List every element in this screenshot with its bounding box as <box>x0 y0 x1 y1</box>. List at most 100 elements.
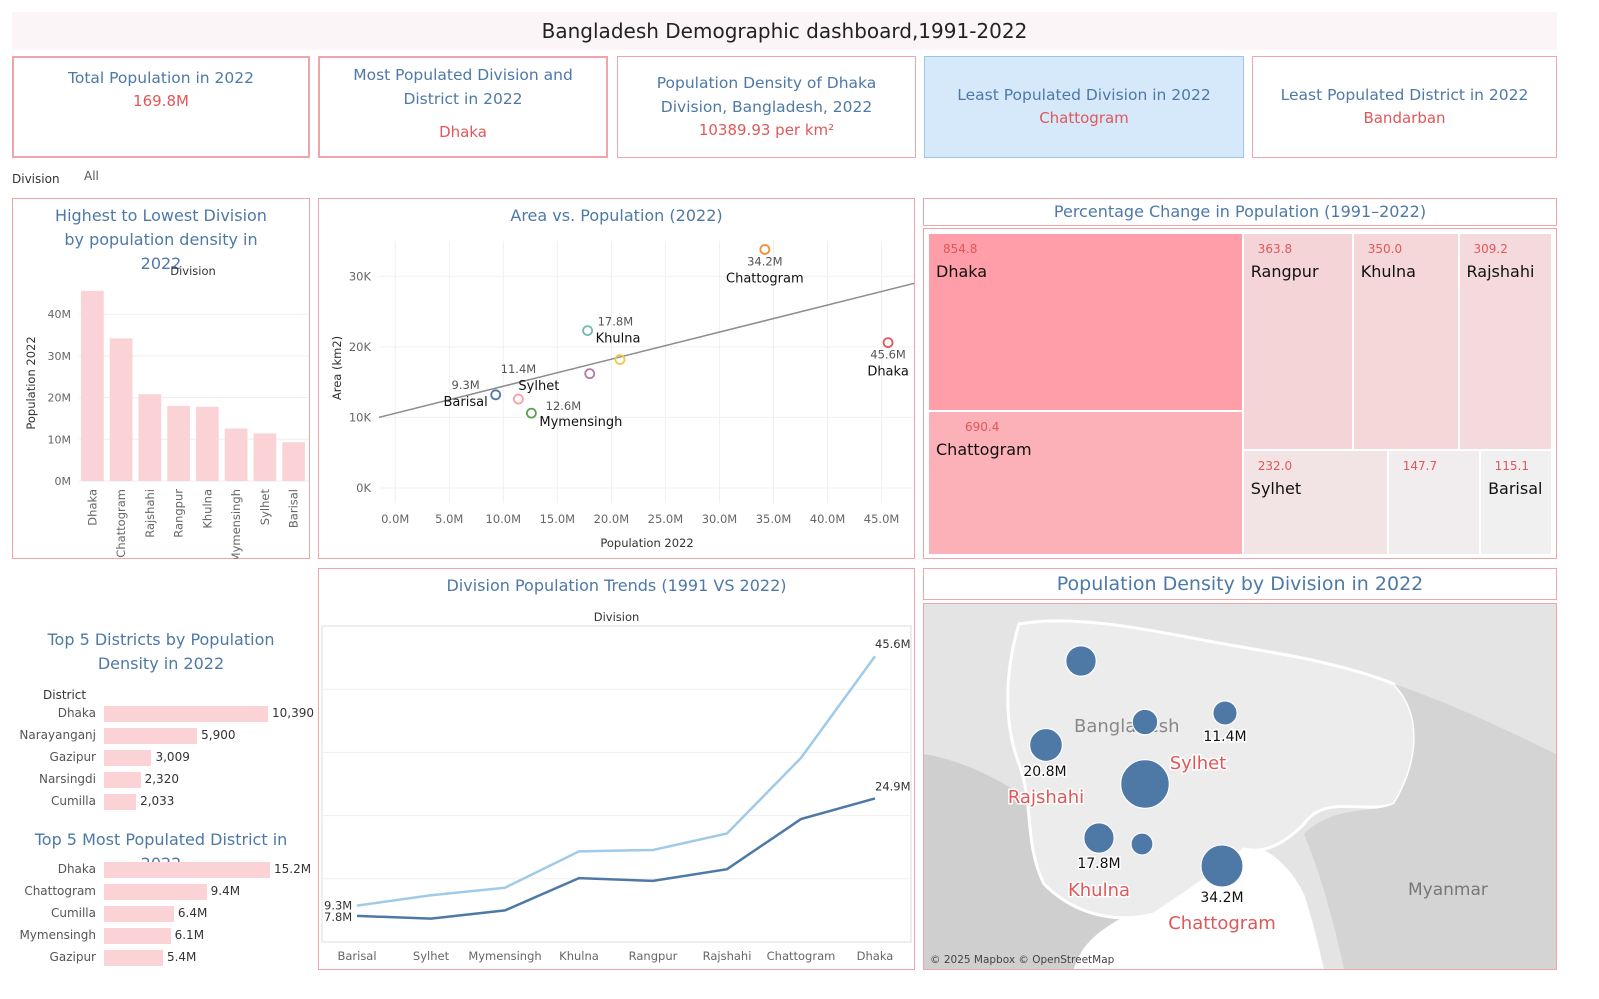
bar-value-label: 10,390 <box>272 706 314 720</box>
kpi-title: Least Populated Division in 2022 <box>957 86 1211 104</box>
bar-category-label: Mymensingh <box>19 928 96 942</box>
y-tick-label: 0M <box>55 475 72 488</box>
myanmar-landmass <box>1304 684 1556 969</box>
x-tick-label: Chattogram <box>767 949 836 963</box>
population-trends-chart: Barisal Sylhet Mymensingh Khulna Rangpur Rajs… <box>321 625 912 963</box>
bar-value-label: 6.1M <box>174 928 205 942</box>
treemap-label: Dhaka <box>936 262 988 281</box>
division-filter-value[interactable]: All <box>84 169 99 183</box>
map-panel[interactable]: Bangladesh Myanmar 11.4M Sylhet 20.8M Rajshah… <box>923 603 1557 970</box>
treemap-value: 232.0 <box>1257 459 1293 474</box>
treemap-value: 115.1 <box>1494 459 1529 474</box>
bar[interactable] <box>104 928 171 944</box>
bar[interactable] <box>104 772 141 788</box>
map-country-label: Myanmar <box>1408 880 1488 900</box>
treemap-cell[interactable]: 350.0 Khulna <box>1352 233 1459 451</box>
x-tick-label: Rajshahi <box>703 949 752 963</box>
bar-value-label: 2,320 <box>144 772 179 786</box>
x-tick-label: Rajshahi <box>143 489 157 538</box>
bar[interactable] <box>104 750 152 766</box>
treemap-value: 350.0 <box>1367 242 1403 256</box>
treemap-cell[interactable]: 363.8 Rangpur <box>1242 233 1353 451</box>
bar-category-label: Cumilla <box>50 906 96 920</box>
bar[interactable] <box>104 906 174 922</box>
x-tick-label: Mymensingh <box>468 949 541 963</box>
x-tick-label: Mymensingh <box>229 489 243 559</box>
point-value-label: 45.6M <box>870 348 906 362</box>
bar-row: Cumilla 2,033 <box>12 791 312 813</box>
map-bubble <box>1028 727 1064 763</box>
bar[interactable] <box>104 950 163 966</box>
series-start-label: 7.8M <box>324 910 352 924</box>
y-tick-label: 10M <box>48 433 72 446</box>
kpi-value: Dhaka <box>439 123 487 141</box>
kpi-title: Total Population in 2022 <box>68 69 254 87</box>
district-density-section: Top 5 Districts by Population Density in… <box>12 628 314 818</box>
scatter-point <box>759 244 771 255</box>
kpi-most-populated[interactable]: Most Populated Division and District in … <box>318 56 608 158</box>
bar-category-label: Cumilla <box>50 794 96 808</box>
line-header: Division <box>593 610 640 624</box>
scatter-point <box>490 389 502 401</box>
kpi-value: Chattogram <box>1039 109 1129 127</box>
bar[interactable] <box>104 884 207 900</box>
bar[interactable] <box>104 794 137 810</box>
title-bar: Bangladesh Demographic dashboard,1991-20… <box>12 12 1557 50</box>
bar[interactable] <box>104 728 198 744</box>
point-value-label: 12.6M <box>546 399 582 413</box>
x-tick-label: 40.0M <box>810 512 846 526</box>
y-axis-label: Population 2022 <box>24 336 38 429</box>
dashboard-title: Bangladesh Demographic dashboard,1991-20… <box>541 19 1028 43</box>
x-tick-label: 45.0M <box>864 512 900 526</box>
point-name-label: Chattogram <box>726 271 804 286</box>
map-bubble <box>1200 844 1244 888</box>
x-tick-label: Khulna <box>559 949 599 963</box>
bar-row: Mymensingh 6.1M <box>12 925 312 947</box>
map-bubble <box>1212 700 1238 726</box>
map-bubble <box>1065 645 1097 677</box>
treemap-cell[interactable]: 115.1 Barisal <box>1480 450 1552 555</box>
bar-row: Narayanganj 5,900 <box>12 725 312 747</box>
bar-value-label: 3,009 <box>155 750 190 764</box>
treemap-cell[interactable]: 854.8 Dhaka <box>928 233 1243 412</box>
scatter-title: Area vs. Population (2022) <box>510 206 723 225</box>
kpi-total-population[interactable]: Total Population in 2022 169.8M <box>12 56 310 158</box>
x-tick-label: 10.0M <box>486 512 522 526</box>
treemap-title: Percentage Change in Population (1991–20… <box>1053 202 1427 221</box>
kpi-least-populated-district[interactable]: Least Populated District in 2022 Bandarb… <box>1252 56 1557 158</box>
point-name-label: Mymensingh <box>539 415 622 430</box>
bar-category-label: Dhaka <box>57 706 96 720</box>
bar-row: Gazipur 3,009 <box>12 747 312 769</box>
point-name-label: Dhaka <box>867 365 908 380</box>
kpi-dhaka-density[interactable]: Population Density of Dhaka Division, Ba… <box>617 56 916 158</box>
scatter-point <box>525 407 537 419</box>
scatter-point <box>614 354 626 365</box>
treemap-cell[interactable]: 309.2 Rajshahi <box>1458 233 1552 451</box>
scatter-panel: Area vs. Population (2022) 0.0M 5.0M 10.0M… <box>318 198 915 559</box>
treemap-value: 309.2 <box>1473 242 1508 256</box>
kpi-least-populated-division[interactable]: Least Populated Division in 2022 Chattog… <box>924 56 1244 158</box>
bubble-value-label: 17.8M <box>1077 856 1120 872</box>
scatter-point <box>513 393 524 405</box>
y-tick-label: 30K <box>349 269 372 283</box>
district-density-bars: Dhaka 10,390 Narayanganj 5,900 Gazipur 3,009 N… <box>12 703 314 815</box>
treemap-cell[interactable]: 232.0 Sylhet <box>1242 450 1388 555</box>
x-tick-label: Barisal <box>337 949 376 963</box>
y-tick-label: 40M <box>48 308 72 321</box>
bar[interactable] <box>104 862 270 878</box>
density-map[interactable]: Bangladesh Myanmar 11.4M Sylhet 20.8M Rajshah… <box>924 604 1556 969</box>
treemap-cell[interactable]: 690.4 Chattogram <box>928 411 1243 555</box>
bubble-name-label: Sylhet <box>1170 753 1227 774</box>
y-tick-label: 20M <box>48 392 72 405</box>
bay-of-bengal <box>1074 843 1324 969</box>
bar[interactable] <box>104 706 268 722</box>
bar <box>253 433 277 481</box>
point-value-label: 17.8M <box>598 315 634 329</box>
bar <box>196 406 219 481</box>
series-line <box>356 797 876 920</box>
bar <box>109 338 133 481</box>
treemap-cell[interactable]: 147.7 <box>1387 450 1481 555</box>
bar-category-label: Narayanganj <box>19 728 96 742</box>
treemap-value: 363.8 <box>1257 242 1293 256</box>
district-population-bars: Dhaka 15.2M Chattogram 9.4M Cumilla 6.4M Mymen… <box>12 859 312 971</box>
